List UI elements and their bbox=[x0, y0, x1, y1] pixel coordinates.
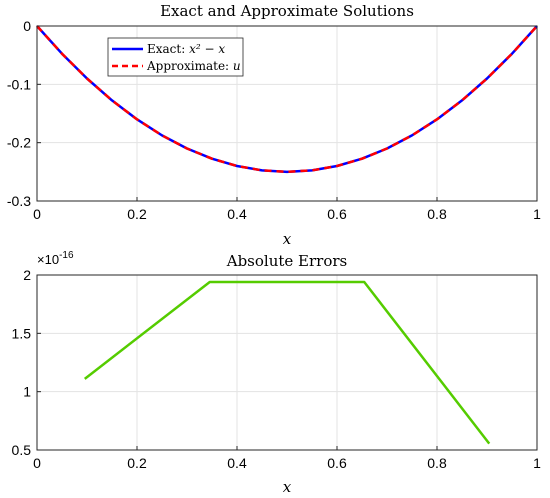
top-axes-box bbox=[36, 25, 538, 202]
bottom-chart-title: Absolute Errors bbox=[226, 252, 347, 270]
y-tick-label: 0.5 bbox=[12, 442, 32, 458]
y-scale-exponent: ×10-16 bbox=[37, 250, 74, 267]
top-x-tick-labels: 0 0.2 0.4 0.6 0.8 1 bbox=[33, 206, 541, 222]
x-tick-label: 0.4 bbox=[227, 455, 247, 471]
legend-approx-label: Approximate: u bbox=[146, 59, 241, 73]
bottom-x-axis-label: x bbox=[283, 478, 292, 496]
top-series-line-1 bbox=[36, 25, 538, 174]
x-tick-label: 0.8 bbox=[427, 455, 447, 471]
y-tick-label: -0.3 bbox=[7, 193, 31, 209]
top-x-axis-label: x bbox=[283, 230, 292, 248]
x-tick-label: 1 bbox=[533, 455, 541, 471]
bot-series-line-0 bbox=[83, 280, 491, 445]
y-tick-label: -0.1 bbox=[7, 76, 31, 92]
x-tick-label: 0.6 bbox=[327, 455, 347, 471]
bottom-x-tick-labels: 0 0.2 0.4 0.6 0.8 1 bbox=[33, 455, 541, 471]
x-tick-label: 0.8 bbox=[427, 206, 447, 222]
y-tick-label: 0 bbox=[23, 18, 31, 34]
y-tick-label: 1 bbox=[23, 384, 31, 400]
top-legend: Exact: x² − x Approximate: u bbox=[107, 37, 244, 77]
bottom-series-lines bbox=[83, 280, 491, 445]
top-subplot: Exact and Approximate Solutions 0 0.2 0.4 0… bbox=[7, 2, 541, 248]
x-tick-label: 0.4 bbox=[227, 206, 247, 222]
bottom-axes-box bbox=[36, 274, 538, 451]
x-tick-label: 0.2 bbox=[127, 206, 147, 222]
y-tick-label: 2 bbox=[23, 267, 31, 283]
y-tick-label: 1.5 bbox=[12, 325, 32, 341]
x-tick-label: 0.6 bbox=[327, 206, 347, 222]
top-y-tick-labels: 0 -0.1 -0.2 -0.3 bbox=[7, 18, 31, 209]
bottom-y-tick-labels: 2 1.5 1 0.5 bbox=[12, 267, 32, 458]
x-tick-label: 0 bbox=[33, 206, 41, 222]
top-chart-title: Exact and Approximate Solutions bbox=[160, 2, 414, 20]
bottom-subplot: Absolute Errors ×10-16 0 0.2 0.4 0.6 0.8 1 2 1… bbox=[12, 250, 542, 496]
legend-box bbox=[107, 37, 244, 77]
y-tick-label: -0.2 bbox=[7, 135, 31, 151]
x-tick-label: 0 bbox=[33, 455, 41, 471]
x-tick-label: 0.2 bbox=[127, 455, 147, 471]
x-tick-label: 1 bbox=[533, 206, 541, 222]
legend-exact-label: Exact: x² − x bbox=[147, 42, 225, 56]
top-series-lines bbox=[36, 25, 538, 174]
